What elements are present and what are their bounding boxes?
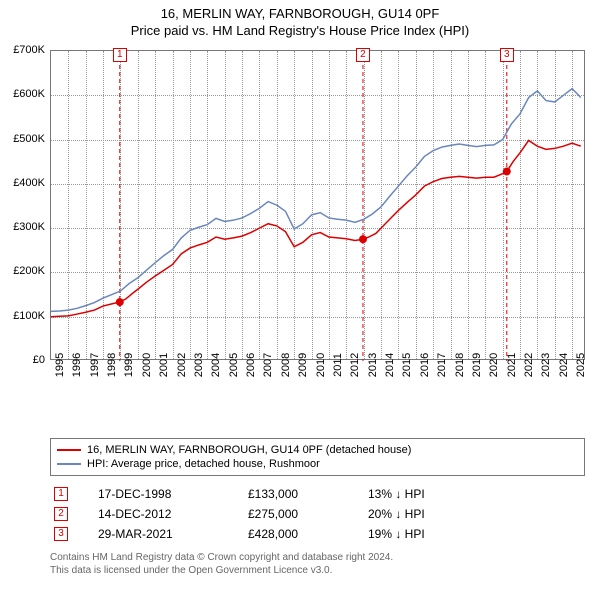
sale-row: 1 17-DEC-1998£133,00013% ↓ HPI bbox=[50, 484, 585, 504]
x-axis-label: 2003 bbox=[193, 353, 205, 377]
plot-region: 1 2 3 bbox=[50, 50, 585, 360]
x-axis-label: 2012 bbox=[349, 353, 361, 377]
x-axis-label: 1996 bbox=[71, 353, 83, 377]
sale-marker-dot bbox=[503, 167, 511, 175]
sale-marker-box: 2 bbox=[356, 48, 370, 62]
x-axis-label: 2023 bbox=[540, 353, 552, 377]
y-axis-label: £400K bbox=[13, 177, 45, 189]
sale-row-diff: 19% ↓ HPI bbox=[368, 527, 488, 541]
sale-row-index: 1 bbox=[54, 487, 68, 501]
x-axis-label: 2009 bbox=[297, 353, 309, 377]
x-axis-label: 2025 bbox=[575, 353, 587, 377]
x-axis-label: 2006 bbox=[245, 353, 257, 377]
footer-line-2: This data is licensed under the Open Gov… bbox=[50, 565, 585, 578]
sale-row-price: £133,000 bbox=[248, 487, 368, 501]
footer-line-1: Contains HM Land Registry data © Crown c… bbox=[50, 552, 585, 565]
x-axis-label: 2019 bbox=[471, 353, 483, 377]
x-axis-label: 2008 bbox=[280, 353, 292, 377]
y-axis-label: £300K bbox=[13, 221, 45, 233]
x-axis-label: 2014 bbox=[384, 353, 396, 377]
sale-row: 3 29-MAR-2021£428,00019% ↓ HPI bbox=[50, 524, 585, 544]
y-axis-label: £700K bbox=[13, 44, 45, 56]
y-axis-label: £200K bbox=[13, 265, 45, 277]
x-axis-label: 2016 bbox=[419, 353, 431, 377]
sales-table: 1 17-DEC-1998£133,00013% ↓ HPI 2 14-DEC-201… bbox=[50, 484, 585, 544]
legend-item: 16, MERLIN WAY, FARNBOROUGH, GU14 0PF (d… bbox=[57, 443, 578, 457]
x-axis-label: 1999 bbox=[123, 353, 135, 377]
x-axis-label: 2020 bbox=[488, 353, 500, 377]
sale-row-price: £275,000 bbox=[248, 507, 368, 521]
sale-row-diff: 13% ↓ HPI bbox=[368, 487, 488, 501]
x-axis-label: 2017 bbox=[436, 353, 448, 377]
x-axis-label: 2007 bbox=[262, 353, 274, 377]
sale-marker-box: 3 bbox=[500, 48, 514, 62]
title-main: 16, MERLIN WAY, FARNBOROUGH, GU14 0PF bbox=[0, 6, 600, 21]
legend-item: HPI: Average price, detached house, Rush… bbox=[57, 457, 578, 471]
x-axis-label: 2013 bbox=[367, 353, 379, 377]
x-axis-label: 2018 bbox=[454, 353, 466, 377]
legend-swatch bbox=[57, 463, 81, 465]
x-axis-label: 2015 bbox=[401, 353, 413, 377]
legend: 16, MERLIN WAY, FARNBOROUGH, GU14 0PF (d… bbox=[50, 438, 585, 476]
x-axis-label: 2021 bbox=[506, 353, 518, 377]
x-axis-label: 1998 bbox=[106, 353, 118, 377]
x-axis-label: 1995 bbox=[54, 353, 66, 377]
chart-area: 123 £0£100K£200K£300K£400K£500K£600K£700… bbox=[50, 50, 585, 395]
legend-swatch bbox=[57, 449, 81, 451]
series-hpi bbox=[51, 89, 581, 312]
sale-row: 2 14-DEC-2012£275,00020% ↓ HPI bbox=[50, 504, 585, 524]
x-axis-label: 2010 bbox=[315, 353, 327, 377]
x-axis-label: 2024 bbox=[558, 353, 570, 377]
sale-marker-dot bbox=[359, 235, 367, 243]
legend-label: HPI: Average price, detached house, Rush… bbox=[87, 458, 320, 470]
y-axis-label: £600K bbox=[13, 88, 45, 100]
y-axis-label: £100K bbox=[13, 310, 45, 322]
x-axis-label: 1997 bbox=[89, 353, 101, 377]
sale-row-diff: 20% ↓ HPI bbox=[368, 507, 488, 521]
y-axis-label: £0 bbox=[33, 354, 45, 366]
sale-marker-dot bbox=[116, 298, 124, 306]
x-axis-label: 2001 bbox=[158, 353, 170, 377]
sale-row-date: 14-DEC-2012 bbox=[98, 507, 248, 521]
sale-row-date: 29-MAR-2021 bbox=[98, 527, 248, 541]
sale-row-price: £428,000 bbox=[248, 527, 368, 541]
x-axis-label: 2022 bbox=[523, 353, 535, 377]
x-axis-label: 2011 bbox=[332, 353, 344, 377]
x-axis-label: 2004 bbox=[210, 353, 222, 377]
sale-row-index: 3 bbox=[54, 527, 68, 541]
x-axis-label: 2000 bbox=[141, 353, 153, 377]
sale-marker-box: 1 bbox=[113, 48, 127, 62]
series-property bbox=[51, 140, 581, 316]
sale-row-index: 2 bbox=[54, 507, 68, 521]
x-axis-label: 2002 bbox=[176, 353, 188, 377]
chart-titles: 16, MERLIN WAY, FARNBOROUGH, GU14 0PF Pr… bbox=[0, 0, 600, 38]
sale-row-date: 17-DEC-1998 bbox=[98, 487, 248, 501]
y-axis-label: £500K bbox=[13, 133, 45, 145]
chart-svg bbox=[51, 51, 586, 361]
x-axis-label: 2005 bbox=[228, 353, 240, 377]
footer-attribution: Contains HM Land Registry data © Crown c… bbox=[50, 552, 585, 577]
title-sub: Price paid vs. HM Land Registry's House … bbox=[0, 23, 600, 38]
legend-label: 16, MERLIN WAY, FARNBOROUGH, GU14 0PF (d… bbox=[87, 444, 411, 456]
